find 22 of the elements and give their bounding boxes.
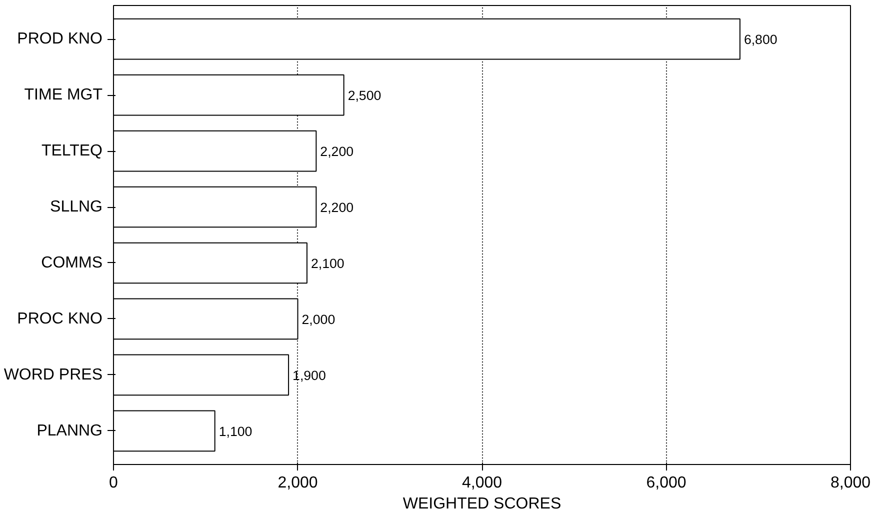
y-tick-label: COMMS — [41, 254, 102, 272]
data-label: 2,500 — [348, 88, 382, 104]
y-tick-label: TELTEQ — [41, 142, 102, 160]
y-tick-label: PLANNG — [36, 422, 102, 440]
y-tick-label: SLLNG — [50, 198, 102, 216]
data-label: 2,200 — [320, 200, 354, 216]
x-tick-label: 8,000 — [830, 474, 871, 492]
y-tick-label: PROD KNO — [17, 30, 102, 48]
x-tick-label: 0 — [109, 474, 118, 492]
data-label: 2,200 — [320, 144, 354, 160]
x-axis-title: WEIGHTED SCORES — [402, 496, 562, 512]
y-tick-label: PROC KNO — [17, 310, 102, 328]
x-tick-label: 4,000 — [462, 474, 502, 492]
x-tick-label: 2,000 — [278, 474, 318, 492]
x-tick-label: 6,000 — [646, 474, 686, 492]
data-label: 2,000 — [302, 312, 336, 327]
data-label: 2,100 — [310, 256, 344, 271]
data-label: 6,800 — [744, 32, 778, 48]
y-tick-label: WORD PRES — [4, 366, 102, 384]
data-label: 1,100 — [218, 424, 252, 439]
data-label: 1,900 — [292, 368, 326, 383]
y-tick-label: TIME MGT — [24, 86, 103, 104]
